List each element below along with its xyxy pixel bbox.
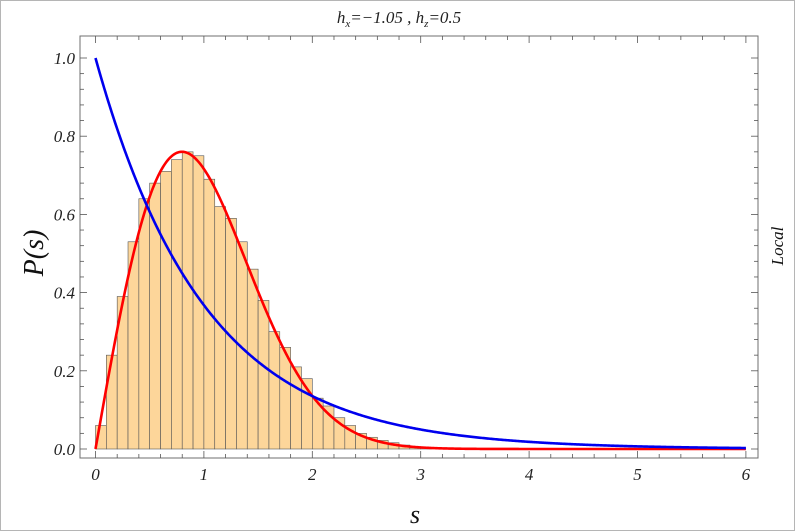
axes: 0 1 2 3 4 5 6 0.0 0.2 0.4 0.6 0.8 1.0 (54, 35, 759, 484)
right-frame-label: Local (768, 226, 787, 266)
histogram-bar (279, 347, 291, 450)
x-tick-label: 5 (633, 465, 642, 484)
x-tick-label: 2 (308, 465, 317, 484)
y-axis-label: P(s) (19, 230, 50, 278)
x-tick-label: 0 (91, 465, 100, 484)
histogram-bar (138, 198, 151, 450)
histogram-bar (160, 171, 172, 450)
wigner-curve (94, 150, 746, 451)
x-tick-label: 4 (525, 465, 534, 484)
y-tick-label: 0.6 (54, 205, 76, 224)
chart-title: hx=−1.05 , hz=0.5 (337, 8, 461, 30)
x-tick-label: 3 (415, 465, 425, 484)
y-tick-label: 0.8 (54, 127, 76, 146)
x-axis-label: s (410, 500, 420, 529)
curves (94, 57, 746, 451)
histogram-bar (106, 354, 118, 450)
histogram-bar (268, 331, 281, 450)
x-tick-label: 6 (742, 465, 751, 484)
histogram-bar (171, 159, 183, 450)
y-tick-label: 1.0 (54, 49, 76, 68)
x-tick-label: 1 (200, 465, 209, 484)
y-tick-label: 0.2 (54, 362, 76, 381)
histogram-bar (257, 300, 270, 450)
y-tick-label: 0.0 (54, 440, 76, 459)
y-tick-label: 0.4 (54, 284, 76, 303)
plot-frame (79, 35, 759, 459)
histogram-bar (181, 151, 194, 450)
histogram-bars (95, 151, 432, 450)
poisson-curve (94, 57, 746, 450)
